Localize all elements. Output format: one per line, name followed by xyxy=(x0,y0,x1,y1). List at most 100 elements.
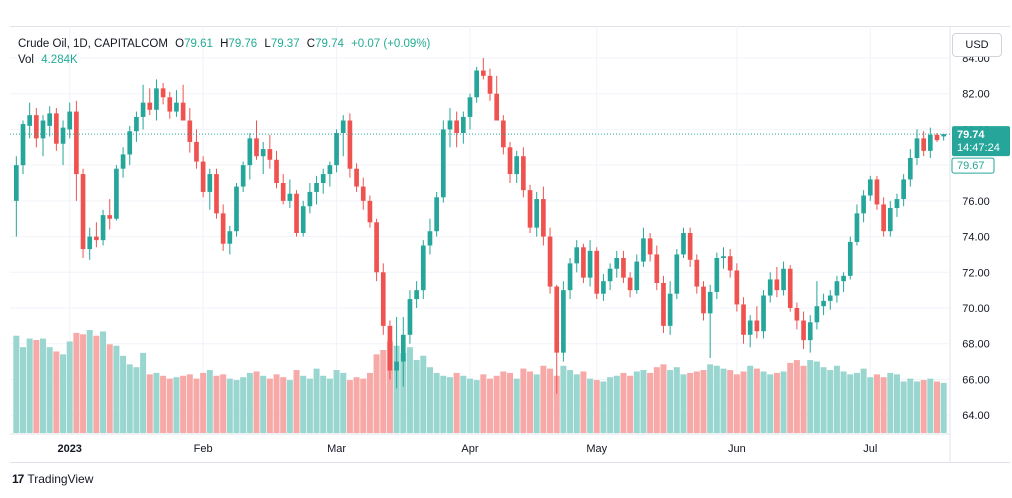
candle-body[interactable] xyxy=(107,215,113,219)
candle-body[interactable] xyxy=(354,168,359,187)
candle-body[interactable] xyxy=(914,138,920,158)
candle-body[interactable] xyxy=(627,277,633,291)
candle-body[interactable] xyxy=(414,290,419,300)
candle-body[interactable] xyxy=(734,270,740,305)
candle-body[interactable] xyxy=(727,256,733,271)
candle-body[interactable] xyxy=(527,190,533,228)
candle-body[interactable] xyxy=(187,120,193,142)
candle-body[interactable] xyxy=(714,258,720,292)
candle-body[interactable] xyxy=(774,279,780,291)
candle-body[interactable] xyxy=(114,168,119,219)
candle-body[interactable] xyxy=(247,138,253,166)
candle-body[interactable] xyxy=(174,102,179,112)
candle-body[interactable] xyxy=(234,186,239,232)
candle-body[interactable] xyxy=(47,113,53,126)
candle-body[interactable] xyxy=(687,233,693,260)
candle-body[interactable] xyxy=(34,115,39,139)
candle-body[interactable] xyxy=(547,236,553,287)
candle-body[interactable] xyxy=(667,293,673,326)
candle-body[interactable] xyxy=(741,304,746,335)
candle-body[interactable] xyxy=(494,93,500,121)
candle-body[interactable] xyxy=(941,134,946,137)
candle-body[interactable] xyxy=(80,174,86,250)
candle-body[interactable] xyxy=(787,268,793,308)
candle-body[interactable] xyxy=(400,334,406,362)
candle-body[interactable] xyxy=(894,199,900,208)
candle-body[interactable] xyxy=(314,183,319,192)
candle-body[interactable] xyxy=(927,134,933,151)
candle-body[interactable] xyxy=(140,102,146,117)
candle-body[interactable] xyxy=(374,222,379,273)
candle-body[interactable] xyxy=(801,320,806,341)
candle-body[interactable] xyxy=(601,281,606,294)
candle-body[interactable] xyxy=(541,199,546,237)
candle-body[interactable] xyxy=(134,116,139,132)
candle-body[interactable] xyxy=(160,88,166,98)
candle-body[interactable] xyxy=(87,236,93,250)
candle-body[interactable] xyxy=(514,156,520,175)
candle-body[interactable] xyxy=(54,113,59,144)
candle-body[interactable] xyxy=(267,149,273,160)
candle-body[interactable] xyxy=(227,231,233,244)
symbol-title[interactable]: Crude Oil, 1D, CAPITALCOM xyxy=(18,38,168,50)
candle-body[interactable] xyxy=(240,165,246,187)
candle-body[interactable] xyxy=(567,263,573,291)
candle-body[interactable] xyxy=(841,275,846,282)
candle-body[interactable] xyxy=(581,247,586,278)
candle-body[interactable] xyxy=(307,191,313,207)
candle-body[interactable] xyxy=(74,111,79,175)
candle-body[interactable] xyxy=(654,254,660,283)
candle-body[interactable] xyxy=(534,199,540,228)
candle-body[interactable] xyxy=(554,286,560,353)
candle-body[interactable] xyxy=(460,116,466,133)
candle-body[interactable] xyxy=(847,241,853,276)
candle-body[interactable] xyxy=(467,97,473,117)
candle-body[interactable] xyxy=(481,70,486,76)
currency-button[interactable]: USD xyxy=(952,33,1002,57)
candle-body[interactable] xyxy=(921,138,926,151)
candle-body[interactable] xyxy=(127,131,133,155)
candle-body[interactable] xyxy=(887,208,893,232)
candle-body[interactable] xyxy=(781,268,786,291)
candle-body[interactable] xyxy=(827,295,833,301)
candle-body[interactable] xyxy=(287,193,293,201)
candle-body[interactable] xyxy=(447,120,453,130)
candle-body[interactable] xyxy=(167,97,173,112)
candle-body[interactable] xyxy=(721,256,726,258)
candle-body[interactable] xyxy=(634,261,640,291)
candle-body[interactable] xyxy=(907,158,913,180)
candle-body[interactable] xyxy=(327,165,333,175)
candle-body[interactable] xyxy=(347,120,353,169)
candle-body[interactable] xyxy=(474,70,479,98)
candle-body[interactable] xyxy=(614,258,620,269)
candle-body[interactable] xyxy=(694,259,700,287)
candle-body[interactable] xyxy=(834,281,840,296)
candle-body[interactable] xyxy=(367,200,373,223)
candle-body[interactable] xyxy=(821,300,826,307)
candle-body[interactable] xyxy=(67,111,73,130)
candle-body[interactable] xyxy=(260,149,266,157)
candle-body[interactable] xyxy=(861,195,866,214)
candle-body[interactable] xyxy=(647,238,653,255)
candle-body[interactable] xyxy=(180,102,186,121)
volume-label[interactable]: Vol xyxy=(18,54,34,66)
candle-body[interactable] xyxy=(27,115,33,126)
candle-body[interactable] xyxy=(767,279,773,296)
candle-body[interactable] xyxy=(707,291,713,314)
candle-body[interactable] xyxy=(434,197,439,232)
candle-body[interactable] xyxy=(334,133,339,166)
candle-body[interactable] xyxy=(94,236,99,241)
candle-body[interactable] xyxy=(254,138,259,157)
candle-body[interactable] xyxy=(594,250,600,294)
candle-body[interactable] xyxy=(507,147,513,175)
candle-body[interactable] xyxy=(207,174,213,192)
candle-body[interactable] xyxy=(641,238,646,262)
candle-body[interactable] xyxy=(674,254,680,294)
candle-body[interactable] xyxy=(40,120,46,139)
candle-body[interactable] xyxy=(701,286,706,314)
candle-body[interactable] xyxy=(394,361,399,371)
candle-body[interactable] xyxy=(220,213,226,244)
candle-body[interactable] xyxy=(280,183,286,201)
candle-body[interactable] xyxy=(274,159,279,183)
candle-body[interactable] xyxy=(747,320,753,335)
